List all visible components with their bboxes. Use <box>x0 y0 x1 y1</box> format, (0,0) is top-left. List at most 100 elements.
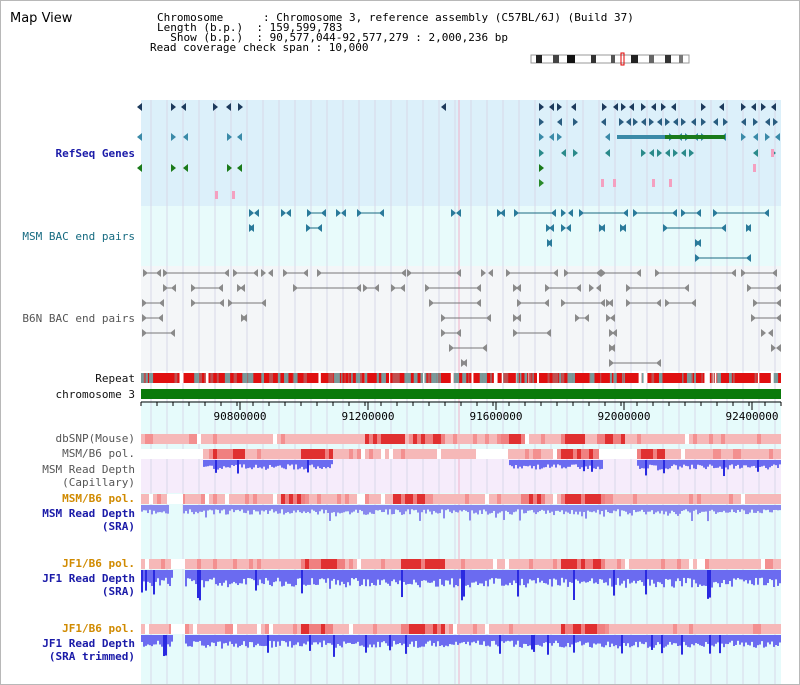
ideogram-band <box>536 55 542 63</box>
heat-cell <box>645 449 649 459</box>
msm-sra-depth-bar <box>681 505 683 512</box>
track-label-msm-b6-pol-sra[interactable]: MSM/B6 pol. <box>62 492 135 505</box>
repeat-segment <box>404 373 407 383</box>
track-label-jf1-b6-pol-trimmed[interactable]: JF1/B6 pol. <box>62 622 135 635</box>
bac-end-marker <box>497 209 502 217</box>
jf1-sra-depth-bar <box>379 570 381 585</box>
msm-sra-depth-bar <box>707 505 709 522</box>
jf1-trimmed-depth-bar <box>727 635 729 645</box>
msm-sra-depth-bar <box>569 505 571 514</box>
jf1-trimmed-depth-bar <box>237 635 239 648</box>
msm-sra-depth-bar <box>729 505 731 513</box>
track-label-jf1-read-depth-trimmed[interactable]: JF1 Read Depth <box>42 637 135 650</box>
jf1-trimmed-depth-bar <box>411 635 413 642</box>
track-label-jf1-b6-pol-sra[interactable]: JF1/B6 pol. <box>62 557 135 570</box>
bac-end-marker <box>610 344 615 352</box>
heat-cell <box>637 434 641 444</box>
jf1-sra-depth-bar <box>719 570 721 588</box>
bac-end-marker <box>513 329 518 337</box>
pseudogene-feature <box>669 179 672 187</box>
track-label-jf1-read-depth-sra[interactable]: JF1 Read Depth <box>42 572 135 585</box>
track-label-msm-read-depth-capillary[interactable]: MSM Read Depth <box>42 463 135 476</box>
bac-end-marker <box>655 269 660 277</box>
jf1-sra-depth-bar <box>223 570 225 583</box>
jf1-trimmed-depth-bar <box>499 635 501 654</box>
bac-end-marker <box>672 209 677 217</box>
track-label-msm-b6-pol-capillary[interactable]: MSM/B6 pol. <box>62 447 135 460</box>
jf1-sra-depth-bar <box>683 570 685 578</box>
jf1-trimmed-depth-bar <box>479 635 481 645</box>
heat-cell <box>213 434 217 444</box>
heat-cell <box>637 449 641 459</box>
jf1-trimmed-depth-bar <box>705 635 707 642</box>
msm-sra-depth-bar <box>629 505 631 514</box>
msm-sra-depth-bar <box>765 505 767 511</box>
heat-cell <box>605 494 609 504</box>
heat-cell <box>713 449 717 459</box>
track-label-refseq-genes[interactable]: RefSeq Genes <box>55 147 135 160</box>
jf1-trimmed-depth-bar <box>189 635 191 647</box>
gene-feature <box>681 118 686 126</box>
jf1-sra-depth-bar <box>331 570 333 581</box>
gene-feature <box>539 133 544 141</box>
jf1-trimmed-depth-bar <box>191 635 193 647</box>
jf1-trimmed-depth-bar <box>741 635 743 643</box>
jf1-trimmed-depth-bar <box>435 635 437 647</box>
jf1-sra-depth-bar <box>653 570 655 584</box>
heat-cell <box>257 559 261 569</box>
heat-cell <box>561 559 565 569</box>
jf1-trimmed-depth-bar <box>251 635 253 643</box>
capillary-depth-bar <box>533 460 535 467</box>
heat-cell <box>585 624 589 634</box>
gene-feature <box>751 103 756 111</box>
capillary-depth-bar <box>671 460 673 467</box>
msm-sra-depth-bar <box>239 505 241 512</box>
jf1-sra-depth-bar <box>571 570 573 583</box>
msm-sra-depth-bar <box>539 505 541 512</box>
jf1-sra-depth-bar <box>733 570 735 579</box>
jf1-trimmed-depth-bar <box>641 635 643 644</box>
jf1-trimmed-depth-bar <box>461 635 463 643</box>
heat-cell <box>401 434 405 444</box>
msm-sra-depth-bar <box>737 505 739 510</box>
jf1-sra-depth-bar <box>261 570 263 584</box>
track-label-b6n-bac[interactable]: B6N BAC end pairs <box>22 312 135 325</box>
msm-sra-depth-bar <box>593 505 595 512</box>
heat-cell <box>693 434 697 444</box>
heat-cell <box>421 624 425 634</box>
jf1-sra-depth-bar <box>627 570 629 580</box>
jf1-sra-depth-bar <box>447 570 449 581</box>
msm-sra-depth-bar <box>235 505 237 511</box>
heat-cell <box>313 559 317 569</box>
jf1-sra-depth-bar <box>699 570 701 585</box>
jf1-sra-depth-bar <box>433 570 435 581</box>
msm-sra-depth-bar <box>547 505 549 511</box>
axis-tick-label: 92400000 <box>725 410 779 423</box>
jf1-trimmed-depth-bar <box>521 635 523 648</box>
jf1-sra-depth-bar <box>363 570 365 580</box>
jf1-trimmed-depth-bar <box>545 635 547 643</box>
heat-cell <box>705 559 709 569</box>
msm-sra-depth-bar <box>751 505 753 510</box>
jf1-trimmed-depth-bar <box>263 635 265 647</box>
track-label-msm-read-depth-sra[interactable]: MSM Read Depth <box>42 507 135 520</box>
track-label-msm-bac[interactable]: MSM BAC end pairs <box>22 230 135 243</box>
ideogram-band <box>611 55 615 63</box>
jf1-sra-depth-bar <box>415 570 417 583</box>
msm-sra-depth-bar <box>343 505 345 513</box>
jf1-sra-depth-bar <box>595 570 597 583</box>
jf1-sra-depth-bar <box>501 570 503 586</box>
track-label-dbsnp[interactable]: dbSNP(Mouse) <box>55 432 135 445</box>
jf1-sra-depth-bar <box>197 570 199 598</box>
msm-sra-depth-bar <box>157 505 159 513</box>
jf1-trimmed-depth-bar <box>423 635 425 647</box>
jf1-sra-depth-bar <box>469 570 471 588</box>
jf1-trimmed-depth-bar <box>681 635 683 655</box>
msm-sra-depth-bar <box>201 505 203 512</box>
bac-end-marker <box>609 329 614 337</box>
jf1-trimmed-depth-bar <box>367 635 369 648</box>
heat-cell <box>321 559 325 569</box>
msm-sra-depth-bar <box>403 505 405 515</box>
capillary-depth-bar <box>567 460 569 467</box>
